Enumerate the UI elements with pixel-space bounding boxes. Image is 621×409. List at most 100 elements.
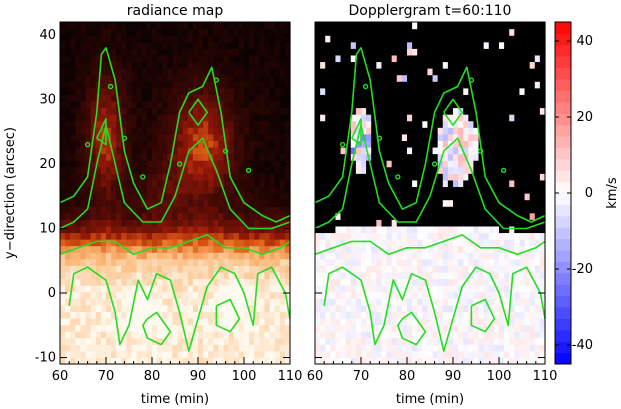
doppler-cell	[488, 100, 495, 109]
radiance-cell	[218, 285, 225, 293]
radiance-cell	[172, 212, 179, 220]
y-tick-label: -10	[35, 351, 56, 366]
doppler-cell	[453, 337, 459, 345]
radiance-cell	[111, 271, 117, 280]
doppler-cell	[366, 140, 372, 148]
doppler-cell	[478, 331, 485, 339]
radiance-cell	[116, 153, 122, 161]
doppler-cell	[376, 186, 383, 194]
doppler-cell	[427, 285, 434, 293]
doppler-cell	[499, 311, 505, 319]
doppler-cell	[396, 54, 403, 63]
radiance-cell	[90, 337, 97, 345]
doppler-cell	[376, 179, 383, 188]
doppler-cell	[458, 252, 464, 260]
colorbar-tick-label: -20	[572, 262, 593, 277]
doppler-cell	[519, 74, 526, 82]
radiance-cell	[264, 81, 271, 89]
doppler-cell	[504, 54, 510, 63]
radiance-cell	[85, 61, 92, 69]
radiance-cell	[136, 271, 143, 280]
radiance-cell	[121, 35, 128, 43]
doppler-cell	[412, 35, 418, 43]
doppler-cell	[519, 68, 526, 76]
doppler-cell	[391, 239, 398, 247]
radiance-cell	[213, 140, 220, 148]
doppler-cell	[315, 232, 321, 240]
doppler-cell	[509, 127, 515, 135]
radiance-cell	[100, 179, 107, 188]
radiance-cell	[136, 133, 143, 141]
doppler-cell	[478, 252, 485, 260]
radiance-cell	[131, 311, 138, 319]
radiance-cell	[100, 232, 107, 240]
doppler-cell	[463, 186, 469, 194]
doppler-cell	[350, 258, 357, 266]
radiance-cell	[60, 291, 66, 299]
radiance-cell	[192, 41, 199, 49]
radiance-cell	[203, 324, 209, 332]
radiance-x-ticks: 60 70 80 90 100 110	[52, 22, 302, 384]
radiance-cell	[192, 225, 199, 234]
doppler-cell	[483, 252, 490, 260]
doppler-cell	[447, 54, 454, 63]
doppler-cell	[381, 232, 388, 240]
doppler-cell	[371, 54, 377, 63]
radiance-cell	[284, 35, 291, 43]
doppler-cell	[504, 344, 510, 352]
doppler-cell	[463, 212, 469, 220]
radiance-cell	[284, 311, 291, 319]
doppler-cell	[391, 219, 398, 227]
radiance-cell	[269, 114, 276, 122]
doppler-cell	[335, 81, 342, 89]
doppler-cell	[524, 291, 531, 299]
doppler-cell	[519, 127, 526, 135]
radiance-cell	[121, 179, 128, 188]
doppler-cell	[468, 225, 475, 234]
radiance-cell	[116, 232, 122, 240]
doppler-cell	[376, 28, 383, 36]
doppler-cell	[386, 350, 393, 359]
doppler-cell	[529, 193, 536, 201]
doppler-cell	[483, 199, 490, 207]
doppler-cell	[499, 199, 505, 207]
doppler-cell	[335, 107, 342, 115]
doppler-cell	[488, 291, 495, 299]
radiance-cell	[213, 239, 220, 247]
radiance-cell	[95, 28, 102, 36]
radiance-cell	[279, 199, 286, 207]
doppler-cell	[447, 186, 454, 194]
radiance-cell	[198, 87, 204, 95]
radiance-cell	[213, 127, 220, 135]
doppler-cell	[478, 127, 485, 135]
doppler-cell	[524, 193, 531, 201]
radiance-cell	[192, 146, 199, 155]
doppler-cell	[330, 317, 337, 326]
doppler-cell	[391, 74, 398, 82]
doppler-cell	[386, 186, 393, 194]
doppler-cell	[330, 193, 337, 201]
doppler-cell	[412, 317, 418, 326]
radiance-cell	[75, 173, 82, 181]
radiance-cell	[162, 258, 168, 266]
doppler-cell	[447, 298, 454, 306]
radiance-cell	[254, 68, 260, 76]
radiance-cell	[244, 179, 250, 188]
radiance-cell	[172, 278, 179, 286]
doppler-cell	[463, 225, 469, 234]
radiance-cell	[208, 271, 214, 280]
doppler-cell	[315, 81, 321, 89]
doppler-cell	[458, 304, 464, 312]
radiance-cell	[106, 173, 112, 181]
doppler-cell	[499, 265, 505, 273]
doppler-cell	[519, 146, 526, 155]
radiance-cell	[223, 206, 230, 214]
radiance-cell	[116, 199, 122, 207]
radiance-cell	[208, 107, 214, 115]
radiance-cell	[238, 54, 245, 63]
doppler-cell	[350, 54, 357, 63]
radiance-cell	[228, 54, 235, 63]
doppler-cell	[529, 239, 536, 247]
radiance-cell	[162, 239, 168, 247]
doppler-cell	[504, 179, 510, 188]
